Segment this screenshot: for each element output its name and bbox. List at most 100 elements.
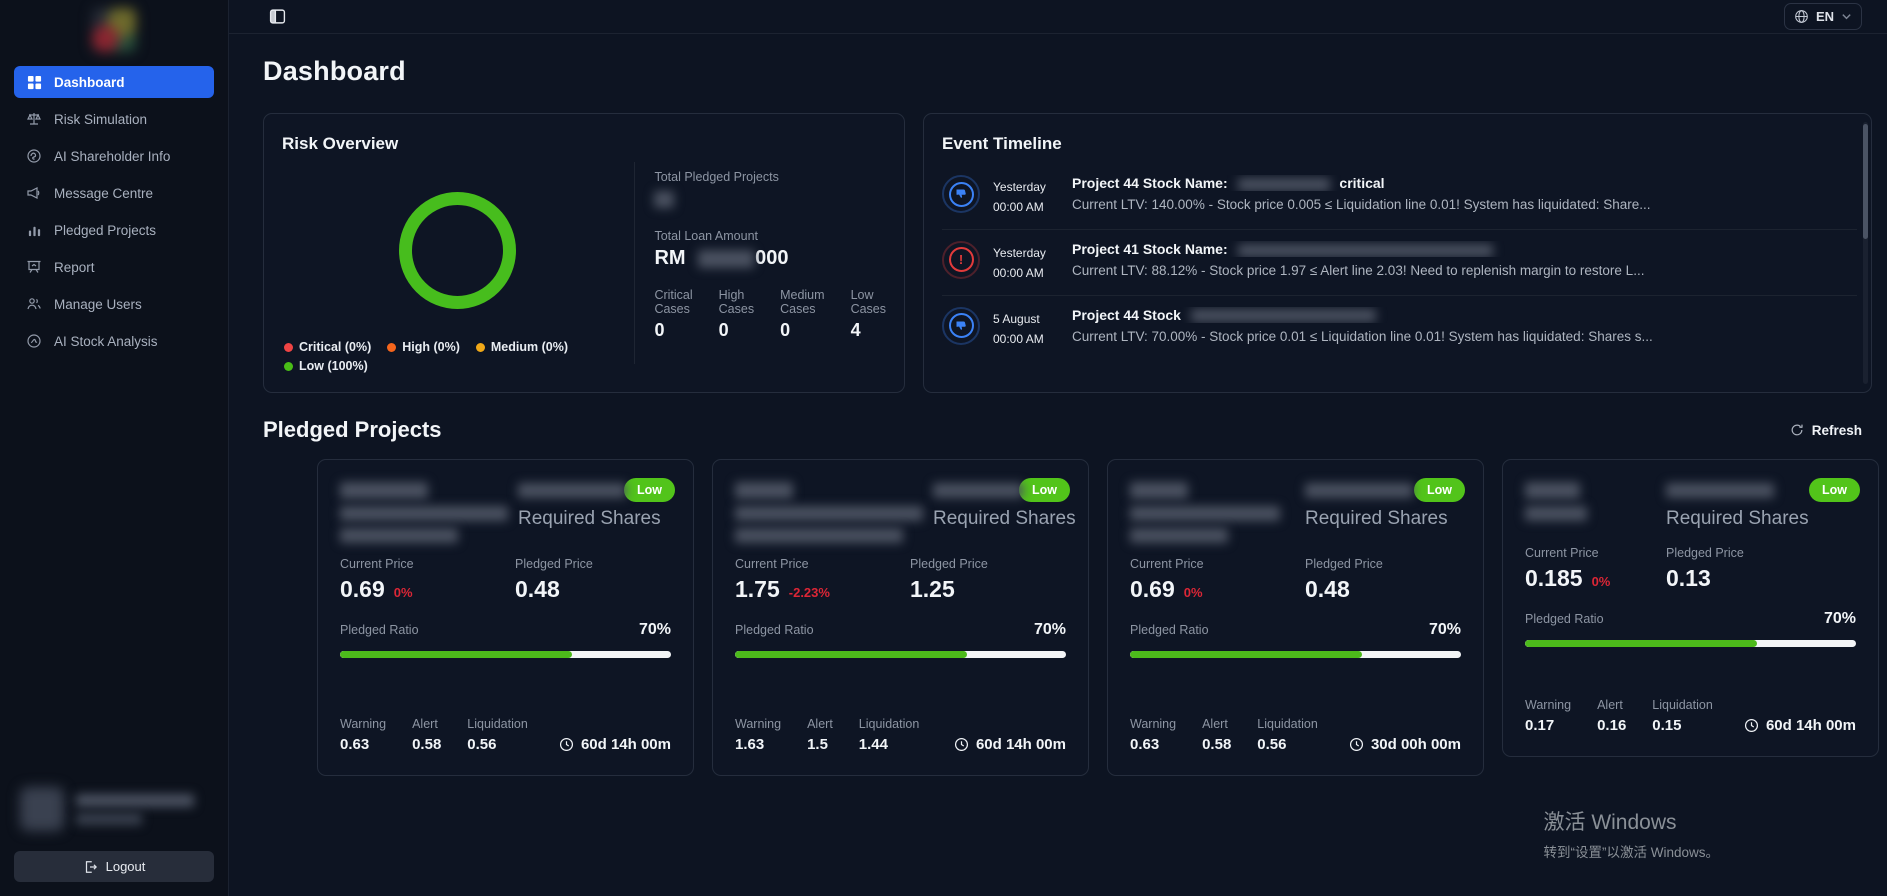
countdown: 60d 14h 00m [1744,717,1856,734]
liquidation-threshold: Liquidation 0.56 [1257,717,1318,753]
topbar: EN [229,0,1887,34]
sidebar-item-ai-shareholder-info[interactable]: AI Shareholder Info [14,140,214,172]
event-time: Yesterday 00:00 AM [993,180,1046,215]
project-card[interactable]: Low Required Shares [712,459,1089,776]
logout-button[interactable]: Logout [14,851,214,882]
language-selector[interactable]: EN [1783,3,1862,30]
timeline-list: Yesterday 00:00 AM Project 44 Stock Name… [942,164,1857,360]
sidebar-item-label: Risk Simulation [54,111,148,127]
sidebar-item-message-centre[interactable]: Message Centre [14,177,214,209]
event-title: Project 41 Stock Name: [1072,241,1837,257]
redacted-count [654,191,675,209]
alert-event-icon: ! [942,240,980,279]
scales-icon [26,111,42,127]
logout-icon [83,860,97,874]
required-shares-label: Required Shares [933,508,1076,529]
sidebar-footer: Logout [14,787,214,882]
alert-threshold: Alert 0.16 [1597,698,1627,734]
required-shares-label: Required Shares [518,508,661,529]
scrollbar-thumb[interactable] [1863,124,1868,239]
redacted-user-role [76,812,142,825]
pledged-ratio: Pledged Ratio 70% [1130,621,1461,638]
price-change: -2.23% [788,585,830,600]
warning-threshold: Warning 0.17 [1525,698,1572,734]
sidebar-item-label: Dashboard [54,74,125,90]
refresh-button[interactable]: Refresh [1790,423,1862,438]
medium-dot [475,342,485,352]
sidebar-item-label: Message Centre [54,185,154,201]
logo [14,6,214,66]
grid-icon [26,74,42,90]
liquidation-event-icon [942,175,980,213]
sidebar-toggle-icon[interactable] [269,8,286,25]
required-shares-label: Required Shares [1305,508,1448,529]
redacted-shares-value [518,483,626,499]
bar-chart-icon [26,222,42,238]
sidebar-item-report[interactable]: Report [14,251,214,283]
total-pledged-projects: Total Pledged Projects [654,170,886,211]
price-change: 0% [393,585,413,600]
user-info [20,787,208,831]
event-time: 5 August 00:00 AM [993,311,1044,346]
high-cases: High Cases 0 [718,288,755,340]
legend-medium: Medium (0%) [475,340,568,354]
countdown: 60d 14h 00m [954,736,1066,753]
logout-label: Logout [105,859,146,874]
warning-threshold: Warning 0.63 [340,717,387,753]
timeline-entry[interactable]: Yesterday 00:00 AM Project 44 Stock Name… [942,164,1857,230]
sidebar-item-risk-simulation[interactable]: Risk Simulation [14,103,214,135]
redacted-stock-name [1190,309,1376,323]
event-title: Project 44 Stock [1072,307,1837,323]
event-title: Project 44 Stock Name: critical [1072,175,1385,191]
sidebar-item-ai-stock-analysis[interactable]: AI Stock Analysis [14,325,214,357]
project-card[interactable]: Low Required Shares [1107,459,1484,776]
countdown: 60d 14h 00m [559,736,671,753]
globe-icon [1794,9,1809,24]
sidebar-item-dashboard[interactable]: Dashboard [14,66,214,98]
chevron-down-icon [1841,11,1852,22]
redacted-shares-value [933,483,1023,499]
risk-stats: Total Pledged Projects Total Loan Amount… [634,134,886,378]
ai-brain-icon [26,148,42,164]
current-price: Current Price 0.185 0% [1525,545,1611,591]
project-card[interactable]: Low Required Shares [317,459,694,776]
redacted-stock-name [1237,177,1330,191]
avatar [20,787,64,831]
event-description: Current LTV: 140.00% - Stock price 0.005… [1072,197,1651,212]
event-body: Project 44 Stock Current LTV: 70.00% - S… [1072,307,1837,344]
liquidation-event-icon [942,306,980,345]
donut-chart [282,154,634,338]
clock-icon [559,737,574,752]
project-name-redacted [1130,482,1295,543]
redacted-stock-name [1237,243,1493,257]
pledged-projects-header: Pledged Projects Refresh [263,417,1862,443]
refresh-icon [1790,423,1804,437]
liquidation-threshold: Liquidation 1.44 [858,717,920,753]
timeline-entry[interactable]: 5 August 00:00 AM Project 44 Stock Curre… [942,296,1857,361]
warning-threshold: Warning 0.63 [1130,717,1177,753]
countdown: 30d 00h 00m [1349,736,1461,753]
sidebar-nav: Dashboard Risk Simulation AI Shareholder… [14,66,214,362]
event-description: Current LTV: 70.00% - Stock price 0.01 ≤… [1072,328,1653,344]
project-name-redacted [1525,482,1656,521]
total-loan-amount: Total Loan Amount RM 000 [654,229,886,270]
timeline-entry[interactable]: ! Yesterday 00:00 AM Project 41 Stock Na… [942,230,1857,296]
pledged-price: Pledged Price 1.25 [910,557,988,602]
pledged-price: Pledged Price 0.48 [1305,557,1383,602]
current-price: Current Price 0.69 0% [340,557,414,602]
price-change: 0% [1591,573,1611,589]
event-timeline-title: Event Timeline [942,134,1062,153]
redacted-user-name [76,793,194,807]
current-price: Current Price 1.75 -2.23% [735,557,830,602]
alert-threshold: Alert 1.5 [807,717,833,753]
sidebar-item-label: Manage Users [54,296,142,312]
low-cases: Low Cases 4 [850,288,886,340]
ratio-progress-bar [1130,651,1461,658]
sidebar: Dashboard Risk Simulation AI Shareholder… [0,0,229,896]
project-card[interactable]: Low Required Shares [1502,459,1879,757]
ratio-progress-bar [1525,639,1856,647]
megaphone-icon [26,185,42,201]
sidebar-item-manage-users[interactable]: Manage Users [14,288,214,320]
donut-ring-low [399,191,517,309]
sidebar-item-pledged-projects[interactable]: Pledged Projects [14,214,214,246]
